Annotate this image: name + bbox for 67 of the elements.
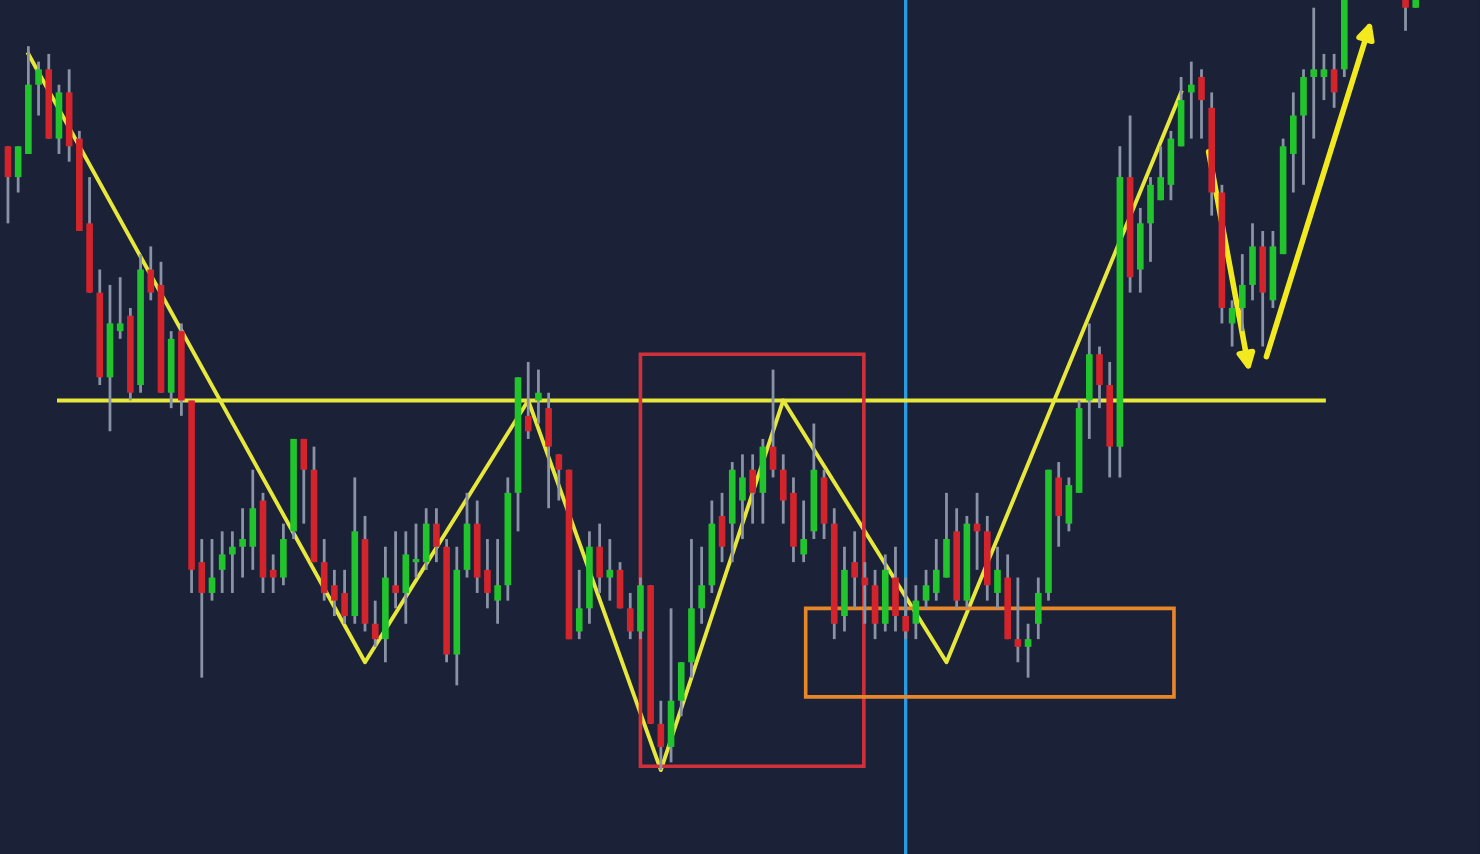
candlestick bbox=[229, 529, 236, 595]
candlestick bbox=[1259, 229, 1267, 348]
candlestick bbox=[718, 491, 726, 564]
candlestick bbox=[433, 506, 440, 564]
candlestick bbox=[55, 83, 63, 156]
candlestick bbox=[555, 452, 563, 502]
candlestick bbox=[1034, 576, 1042, 641]
candlestick bbox=[1055, 460, 1062, 549]
candlestick bbox=[14, 144, 22, 194]
candlestick bbox=[677, 660, 685, 718]
candlestick bbox=[147, 245, 155, 302]
candlestick bbox=[820, 468, 828, 541]
candlestick bbox=[749, 452, 756, 526]
candlestick bbox=[851, 529, 858, 610]
candlestick bbox=[994, 545, 1001, 610]
candlestick bbox=[545, 391, 552, 510]
candlestick bbox=[667, 606, 675, 764]
candlestick bbox=[463, 491, 471, 579]
candlestick bbox=[871, 568, 879, 641]
candlestick bbox=[841, 545, 848, 633]
candlestick bbox=[1136, 206, 1144, 295]
candlestick bbox=[769, 368, 777, 479]
candlestick bbox=[392, 529, 399, 610]
candlestick bbox=[892, 545, 899, 633]
candlestick bbox=[1300, 67, 1307, 187]
candlestick bbox=[524, 360, 532, 441]
candlestick bbox=[1198, 67, 1205, 140]
candlestick bbox=[1330, 52, 1338, 110]
candlestick bbox=[1065, 476, 1073, 533]
candlestick bbox=[422, 506, 430, 572]
candlestick bbox=[1402, 0, 1409, 33]
candlestick bbox=[1239, 252, 1246, 333]
candlestick bbox=[300, 437, 308, 526]
candlestick bbox=[912, 583, 920, 641]
candlestick bbox=[4, 144, 12, 225]
candlestick bbox=[218, 529, 226, 595]
candlestick bbox=[698, 545, 705, 626]
candlestick bbox=[596, 522, 603, 595]
candlestick bbox=[371, 599, 379, 649]
candlestick bbox=[902, 576, 909, 641]
candlestick bbox=[575, 568, 583, 641]
candlestick bbox=[922, 568, 930, 610]
candlestick bbox=[402, 529, 410, 626]
candlestick bbox=[759, 437, 767, 526]
candlestick bbox=[269, 553, 277, 595]
candlestick bbox=[1187, 60, 1195, 140]
candlestick bbox=[1096, 345, 1103, 410]
candlestick bbox=[1024, 622, 1032, 680]
candlestick bbox=[1177, 75, 1185, 148]
candlestick bbox=[1085, 322, 1093, 441]
candlestick bbox=[1290, 91, 1297, 194]
candlestick bbox=[412, 522, 420, 579]
candlestick bbox=[1249, 221, 1256, 302]
candlestick bbox=[1167, 129, 1175, 202]
candlestick bbox=[35, 60, 42, 117]
candlestick bbox=[494, 537, 501, 626]
candlestick bbox=[606, 537, 614, 603]
candlestick bbox=[535, 368, 542, 425]
candlestick bbox=[626, 591, 634, 641]
candlestick bbox=[800, 499, 807, 564]
candlestick bbox=[1310, 6, 1318, 140]
candlestick bbox=[116, 275, 124, 341]
candlestick bbox=[1014, 576, 1022, 664]
candlestick bbox=[280, 522, 287, 587]
candlestick bbox=[657, 699, 665, 772]
candlestick bbox=[1320, 52, 1328, 102]
candlestick bbox=[637, 576, 644, 641]
